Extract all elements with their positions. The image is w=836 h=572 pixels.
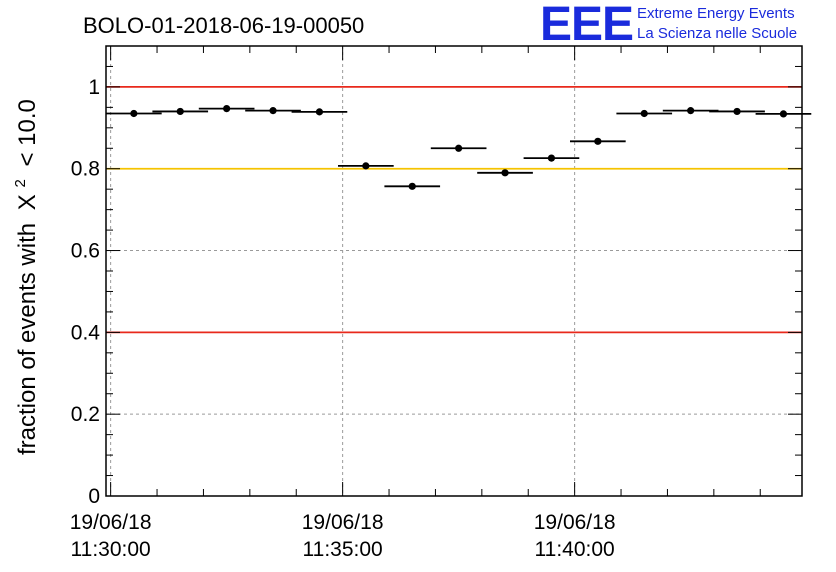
data-point-marker [455, 144, 463, 152]
x-tick-labels: 19/06/18 11:30:00 19/06/18 11:35:00 19/06/18… [70, 511, 616, 561]
logo-line-1: Extreme Energy Events [637, 5, 795, 22]
data-point-marker [640, 109, 648, 118]
data-point-marker [269, 107, 277, 115]
y-tick-labels: 0 0.2 0.4 0.6 0.8 1 [71, 76, 101, 508]
y-axis-label-chi: X [14, 194, 41, 210]
data-point-marker [362, 162, 370, 170]
data-point-marker [501, 169, 509, 177]
x-tick-label-date: 19/06/18 [534, 511, 616, 534]
data-point-marker [779, 110, 788, 118]
grid-layer [106, 46, 802, 496]
x-tick-label-time: 11:30:00 [71, 538, 151, 561]
y-tick-label: 0.2 [71, 403, 100, 426]
data-point-marker [130, 109, 138, 118]
axis-ticks [106, 45, 802, 497]
data-point-marker [315, 108, 324, 116]
plot-frame [105, 45, 803, 497]
y-tick-label: 0.8 [71, 158, 100, 181]
reference-lines [106, 86, 802, 334]
y-tick-label: 1 [88, 76, 100, 99]
data-point-marker [408, 182, 416, 190]
data-point-marker [687, 107, 695, 115]
logo-eee-text: EEE [540, 0, 633, 51]
data-points [106, 104, 812, 190]
y-tick-label: 0.6 [71, 240, 100, 263]
x-tick-label-date: 19/06/18 [70, 511, 152, 534]
y-axis-label-sup: 2 [12, 179, 29, 187]
y-tick-label: 0 [88, 485, 100, 508]
eee-logo: EEE Extreme Energy Events La Scienza nel… [540, 0, 797, 51]
y-tick-label: 0.4 [71, 321, 101, 344]
data-point-marker [176, 107, 184, 116]
data-point-marker [733, 107, 741, 116]
x-tick-label-time: 11:35:00 [303, 538, 383, 561]
x-tick-label-date: 19/06/18 [302, 511, 384, 534]
y-axis-label-prefix: fraction of events with [14, 223, 41, 455]
y-axis-label-suffix: < 10.0 [14, 99, 41, 166]
chart-title: BOLO-01-2018-06-19-00050 [83, 13, 364, 38]
data-point-marker [594, 137, 602, 145]
data-point-marker [223, 104, 231, 113]
y-axis-label: fraction of events with X 2 < 10.0 [4, 99, 41, 455]
data-point-marker [547, 154, 556, 162]
x-tick-label-time: 11:40:00 [535, 538, 615, 561]
logo-line-2: La Scienza nelle Scuole [637, 25, 797, 42]
